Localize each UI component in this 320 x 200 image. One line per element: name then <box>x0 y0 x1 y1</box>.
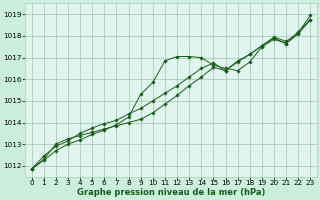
X-axis label: Graphe pression niveau de la mer (hPa): Graphe pression niveau de la mer (hPa) <box>77 188 265 197</box>
